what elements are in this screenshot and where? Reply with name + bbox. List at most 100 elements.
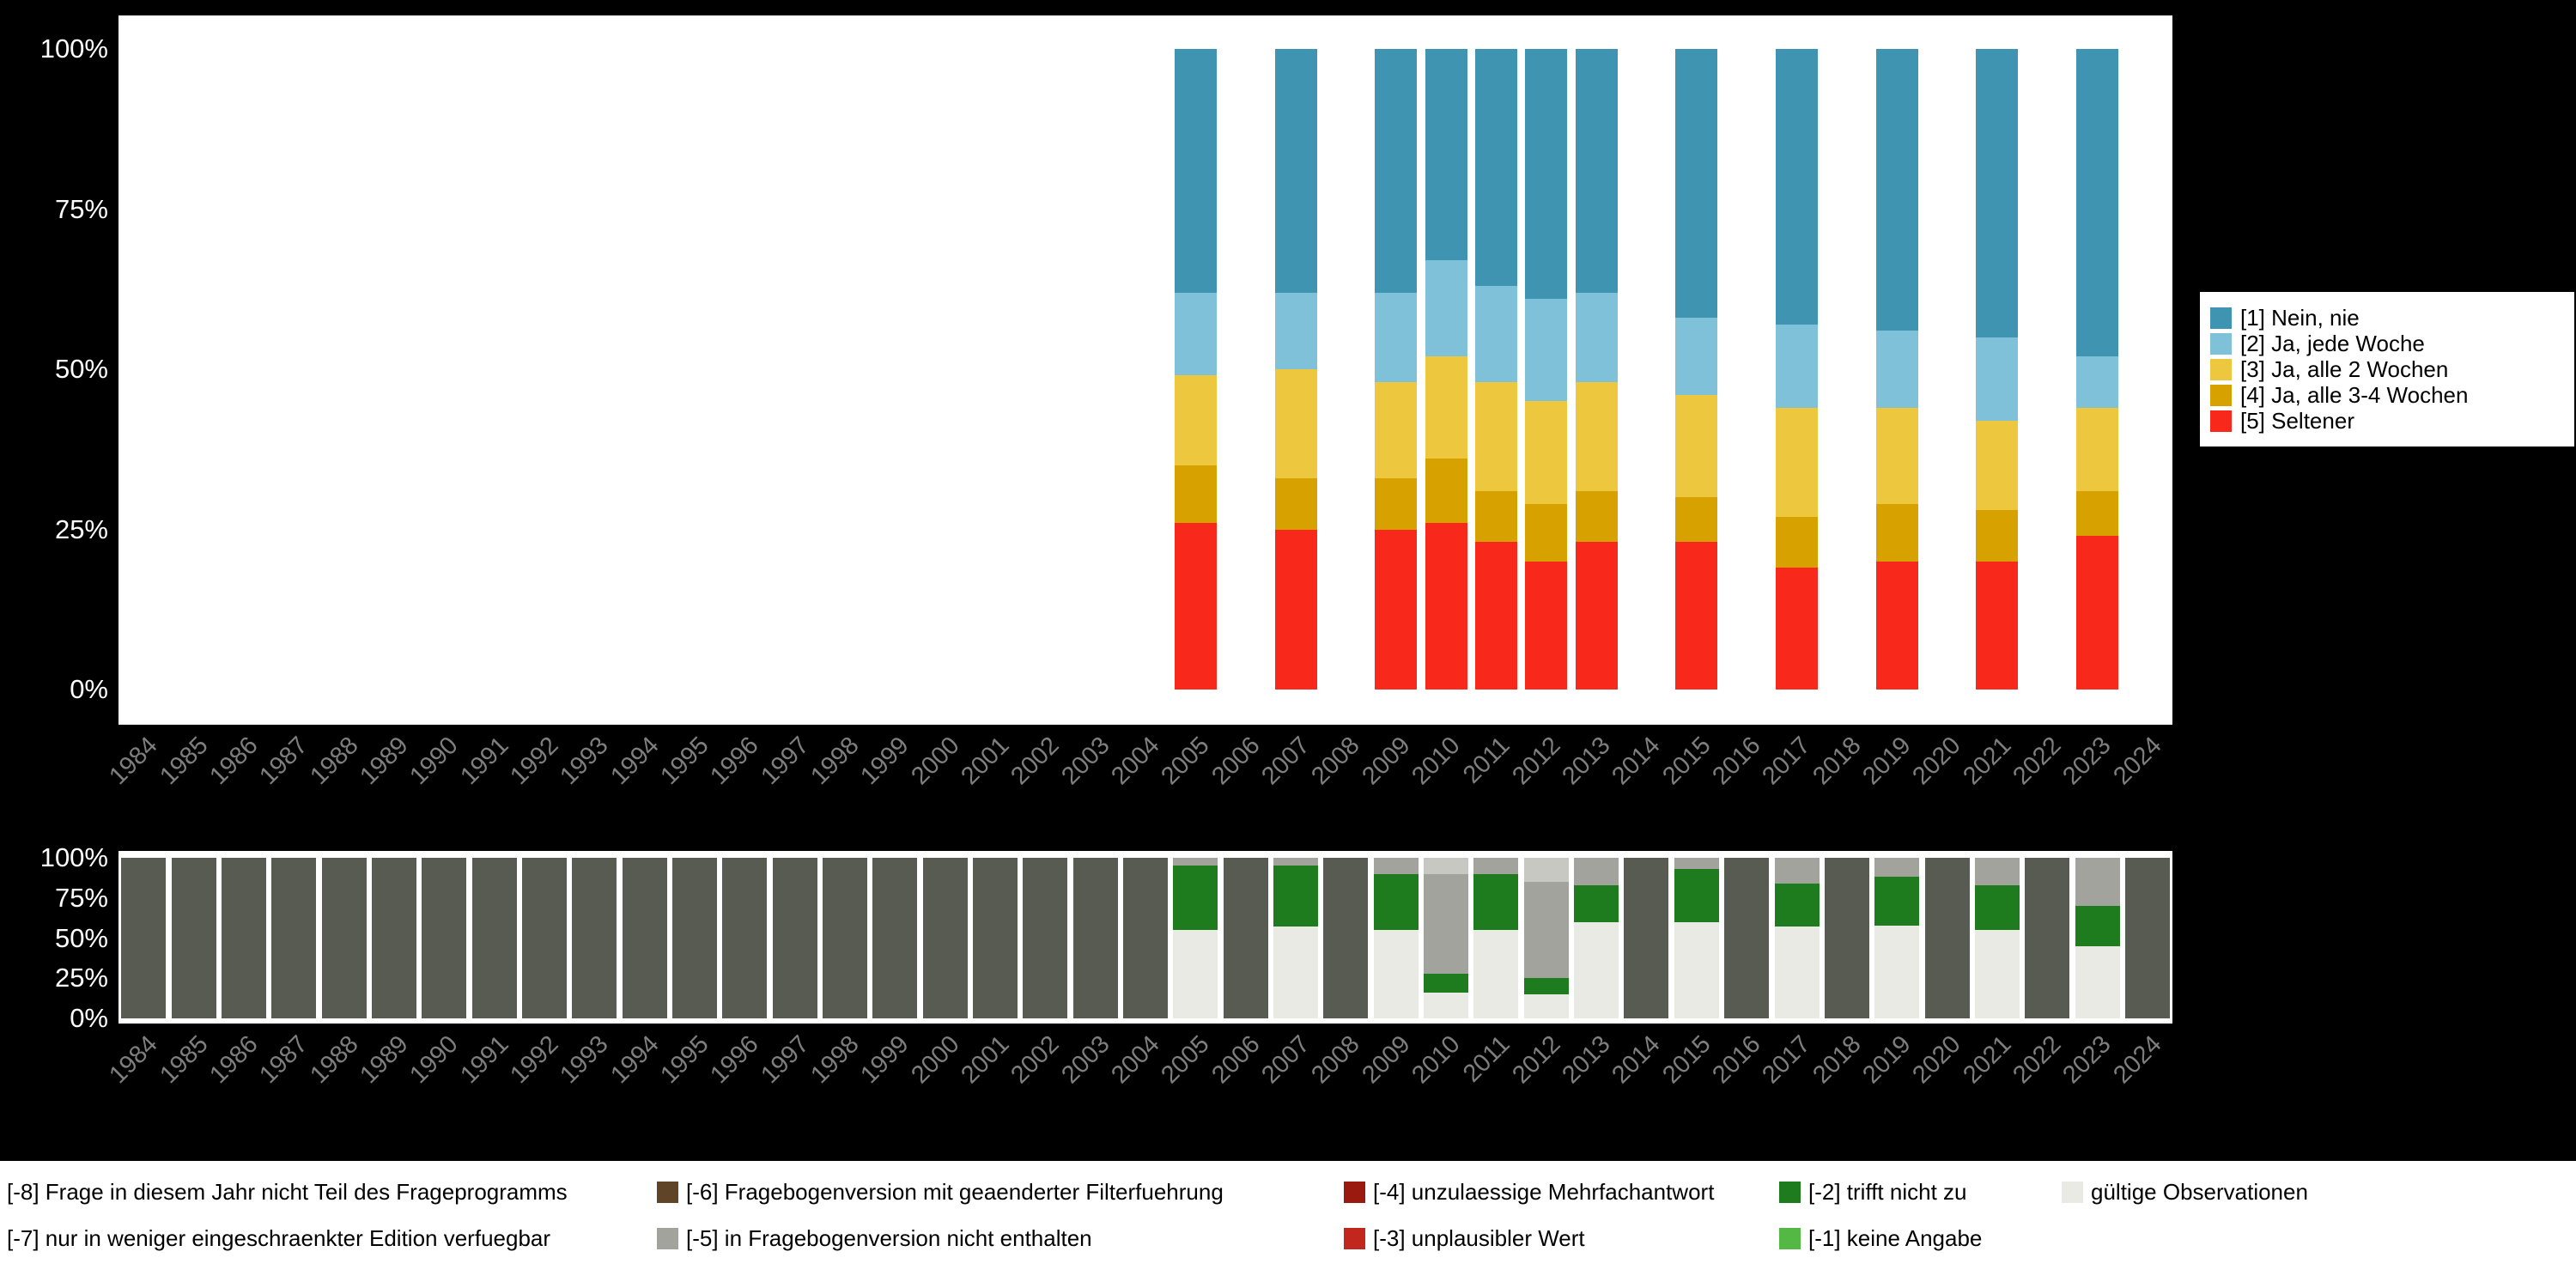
missing-legend-item-m8: [-8] Frage in diesem Jahr nicht Teil des… — [0, 1179, 568, 1205]
bar-segment-nein — [1675, 49, 1718, 319]
bar-segment-w2 — [1875, 407, 1918, 504]
bar-segment-valid — [2075, 945, 2120, 1018]
bar-segment-w34 — [1525, 503, 1568, 562]
bar-segment-w34 — [1474, 490, 1517, 543]
bar-segment-valid — [1974, 930, 2020, 1018]
bar-segment-selten — [1174, 523, 1217, 690]
missing-legend-swatch-m6 — [657, 1181, 678, 1203]
stacked-bar-2001 — [973, 858, 1018, 1018]
year-slot-1989 — [369, 858, 419, 1018]
bar-segment-woche — [1375, 292, 1418, 382]
legend-swatch-selten — [2210, 410, 2232, 432]
year-slot-2005 — [1170, 858, 1220, 1018]
stacked-bar-1997 — [772, 858, 817, 1018]
missing-legend-item-m4: [-4] unzulaessige Mehrfachantwort — [1344, 1179, 1714, 1205]
bar-segment-woche — [1875, 331, 1918, 408]
bar-segment-selten — [1425, 523, 1467, 690]
year-slot-2017 — [1771, 49, 1821, 690]
bar-segment-m8 — [1023, 858, 1068, 1018]
bar-segment-m8 — [221, 858, 266, 1018]
year-slot-1995 — [670, 49, 720, 690]
missing-legend-label-m7: [-7] nur in weniger eingeschraenkter Edi… — [7, 1224, 551, 1251]
bar-segment-nein — [1575, 49, 1618, 293]
bar-segment-m8 — [1624, 858, 1669, 1018]
bar-segment-selten — [1776, 568, 1819, 690]
year-slot-2023 — [2072, 49, 2122, 690]
bar-segment-m2 — [1974, 884, 2020, 931]
year-slot-1989 — [369, 49, 419, 690]
year-slot-2013 — [1571, 49, 1621, 690]
bar-segment-m8 — [2124, 858, 2170, 1018]
y-tick-label-0%: 0% — [70, 1003, 108, 1033]
stacked-bar-1989 — [371, 858, 416, 1018]
legend-item-woche: [2] Ja, jede Woche — [2210, 331, 2564, 356]
legend-label-w34: [4] Ja, alle 3-4 Wochen — [2240, 381, 2469, 408]
missing-legend-item-m7: [-7] nur in weniger eingeschraenkter Edi… — [0, 1225, 550, 1251]
stacked-bar-2011 — [1474, 49, 1517, 690]
bar-segment-m8 — [321, 858, 367, 1018]
year-slot-2018 — [1822, 49, 1872, 690]
year-slot-1988 — [319, 858, 368, 1018]
bar-segment-m5 — [1424, 873, 1469, 974]
legend-item-selten: [5] Seltener — [2210, 408, 2564, 434]
bar-segment-m8 — [1924, 858, 1970, 1018]
bar-segment-valid — [1874, 925, 1920, 1018]
frequency-chart-panel — [118, 15, 2172, 725]
bar-segment-nein — [2076, 49, 2119, 357]
bar-segment-w2 — [1425, 356, 1467, 459]
year-slot-1993 — [569, 858, 619, 1018]
stacked-bar-2002 — [1023, 858, 1068, 1018]
bar-segment-m8 — [772, 858, 817, 1018]
missing-legend-label-m6: [-6] Fragebogenversion mit geaenderter F… — [686, 1178, 1224, 1205]
bar-segment-w34 — [1575, 490, 1618, 543]
bar-segment-woche — [1274, 292, 1317, 370]
stacked-bar-2015 — [1674, 858, 1719, 1018]
bar-segment-valid — [1373, 930, 1419, 1018]
year-slot-2019 — [1872, 858, 1922, 1018]
year-slot-2002 — [1020, 49, 1070, 690]
bar-segment-w34 — [1174, 465, 1217, 524]
year-slot-2011 — [1471, 858, 1521, 1018]
year-slot-2000 — [920, 858, 970, 1018]
y-tick-label-25%: 25% — [54, 513, 108, 544]
stacked-bar-1996 — [722, 858, 768, 1018]
year-slot-1997 — [769, 858, 819, 1018]
stacked-bar-2021 — [1974, 858, 2020, 1018]
bar-segment-m2 — [1774, 883, 1820, 927]
bar-segment-woche — [1675, 318, 1718, 395]
y-tick-label-25%: 25% — [54, 963, 108, 993]
missing-legend-swatch-valid — [2062, 1181, 2083, 1203]
year-slot-2018 — [1822, 858, 1872, 1018]
bar-segment-w34 — [1875, 503, 1918, 562]
year-slot-1996 — [720, 49, 769, 690]
y-tick-label-75%: 75% — [54, 882, 108, 913]
bar-segment-m8 — [1223, 858, 1268, 1018]
stacked-bar-2018 — [1824, 858, 1869, 1018]
year-slot-2009 — [1371, 858, 1421, 1018]
year-slot-2007 — [1271, 49, 1321, 690]
bar-segment-m2 — [1173, 866, 1218, 931]
year-slot-1986 — [219, 858, 269, 1018]
year-slot-1991 — [469, 858, 519, 1018]
year-slot-1987 — [269, 858, 319, 1018]
year-slot-2008 — [1321, 858, 1370, 1018]
bar-segment-m8 — [171, 858, 216, 1018]
bar-segment-woche — [1174, 292, 1217, 376]
missing-legend-swatch-m5 — [657, 1227, 678, 1249]
bar-segment-valid — [1774, 927, 1820, 1018]
bar-segment-w2 — [1675, 394, 1718, 498]
year-slot-2004 — [1121, 49, 1170, 690]
bar-segment-selten — [1575, 542, 1618, 690]
bar-segment-w34 — [1776, 516, 1819, 568]
bar-segment-w2 — [1575, 381, 1618, 491]
bar-segment-m8 — [471, 858, 517, 1018]
bar-segment-m8 — [722, 858, 768, 1018]
stacked-bar-1998 — [822, 858, 867, 1018]
year-slot-2006 — [1221, 49, 1271, 690]
bar-segment-m8 — [2025, 858, 2070, 1018]
bar-segment-w2 — [1525, 401, 1568, 504]
legend-label-nein: [1] Nein, nie — [2240, 304, 2360, 331]
missing-legend-item-m3: [-3] unplausibler Wert — [1344, 1225, 1585, 1251]
year-slot-2023 — [2072, 858, 2122, 1018]
